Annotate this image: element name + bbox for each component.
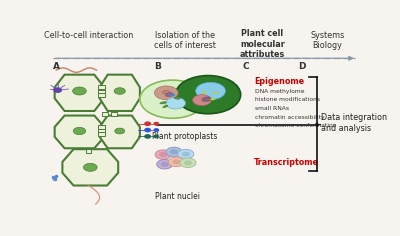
Circle shape: [176, 76, 241, 114]
Circle shape: [170, 93, 175, 97]
Ellipse shape: [202, 97, 211, 101]
Text: Plant protoplasts: Plant protoplasts: [152, 132, 218, 141]
Circle shape: [173, 160, 180, 164]
Circle shape: [180, 158, 196, 168]
Text: Transcriptome: Transcriptome: [254, 158, 319, 167]
Bar: [98, 129, 105, 132]
Ellipse shape: [163, 105, 168, 108]
Text: C: C: [242, 62, 249, 71]
Text: A: A: [53, 62, 60, 71]
Polygon shape: [100, 116, 140, 148]
Text: DNA methylome: DNA methylome: [255, 88, 304, 93]
Text: Epigenome: Epigenome: [254, 76, 304, 85]
Circle shape: [73, 127, 86, 135]
Ellipse shape: [160, 102, 166, 104]
Polygon shape: [55, 116, 104, 148]
Polygon shape: [100, 75, 140, 111]
Circle shape: [170, 150, 178, 154]
Text: small RNAs: small RNAs: [255, 106, 289, 111]
Circle shape: [155, 150, 171, 159]
Bar: [98, 125, 105, 129]
Text: Data integration
and analysis: Data integration and analysis: [321, 113, 387, 133]
Text: Cell-to-cell interaction: Cell-to-cell interaction: [44, 31, 133, 40]
Circle shape: [160, 152, 167, 157]
Bar: [98, 93, 105, 97]
Text: Plant nuclei: Plant nuclei: [154, 192, 200, 201]
Bar: [102, 112, 108, 116]
Circle shape: [157, 160, 173, 169]
Bar: [98, 132, 105, 136]
Ellipse shape: [174, 97, 180, 99]
Ellipse shape: [210, 98, 215, 100]
Circle shape: [154, 122, 158, 125]
Bar: [86, 149, 91, 153]
Text: chromatin accessibility: chromatin accessibility: [255, 115, 324, 120]
Text: D: D: [298, 62, 306, 71]
Circle shape: [166, 97, 186, 109]
Ellipse shape: [214, 92, 218, 94]
Circle shape: [166, 147, 182, 157]
Circle shape: [115, 128, 125, 134]
Circle shape: [154, 86, 178, 100]
Circle shape: [84, 163, 97, 171]
Bar: [98, 85, 105, 89]
Ellipse shape: [165, 93, 174, 97]
Text: chromosome conformation: chromosome conformation: [255, 123, 336, 128]
Bar: [111, 112, 117, 116]
Circle shape: [168, 157, 184, 167]
Ellipse shape: [162, 90, 170, 94]
Circle shape: [145, 128, 150, 132]
Text: Isolation of the
cells of interest: Isolation of the cells of interest: [154, 31, 216, 51]
Circle shape: [154, 129, 158, 131]
Ellipse shape: [202, 91, 207, 93]
Circle shape: [54, 88, 62, 93]
Text: Systems
Biology: Systems Biology: [310, 31, 344, 51]
Circle shape: [184, 161, 192, 165]
Circle shape: [73, 87, 86, 95]
Bar: [98, 89, 105, 93]
Circle shape: [145, 122, 150, 125]
Text: B: B: [154, 62, 161, 71]
Circle shape: [145, 135, 150, 138]
Text: histone modifications: histone modifications: [255, 97, 320, 102]
Text: Plant cell
molecular
attributes: Plant cell molecular attributes: [240, 29, 285, 59]
Circle shape: [196, 82, 226, 100]
Polygon shape: [55, 75, 104, 111]
Circle shape: [193, 95, 211, 105]
Circle shape: [114, 88, 125, 94]
Polygon shape: [62, 149, 118, 185]
Circle shape: [154, 135, 158, 138]
Circle shape: [161, 162, 168, 166]
Circle shape: [178, 149, 194, 159]
Circle shape: [182, 152, 190, 156]
Circle shape: [140, 80, 205, 118]
